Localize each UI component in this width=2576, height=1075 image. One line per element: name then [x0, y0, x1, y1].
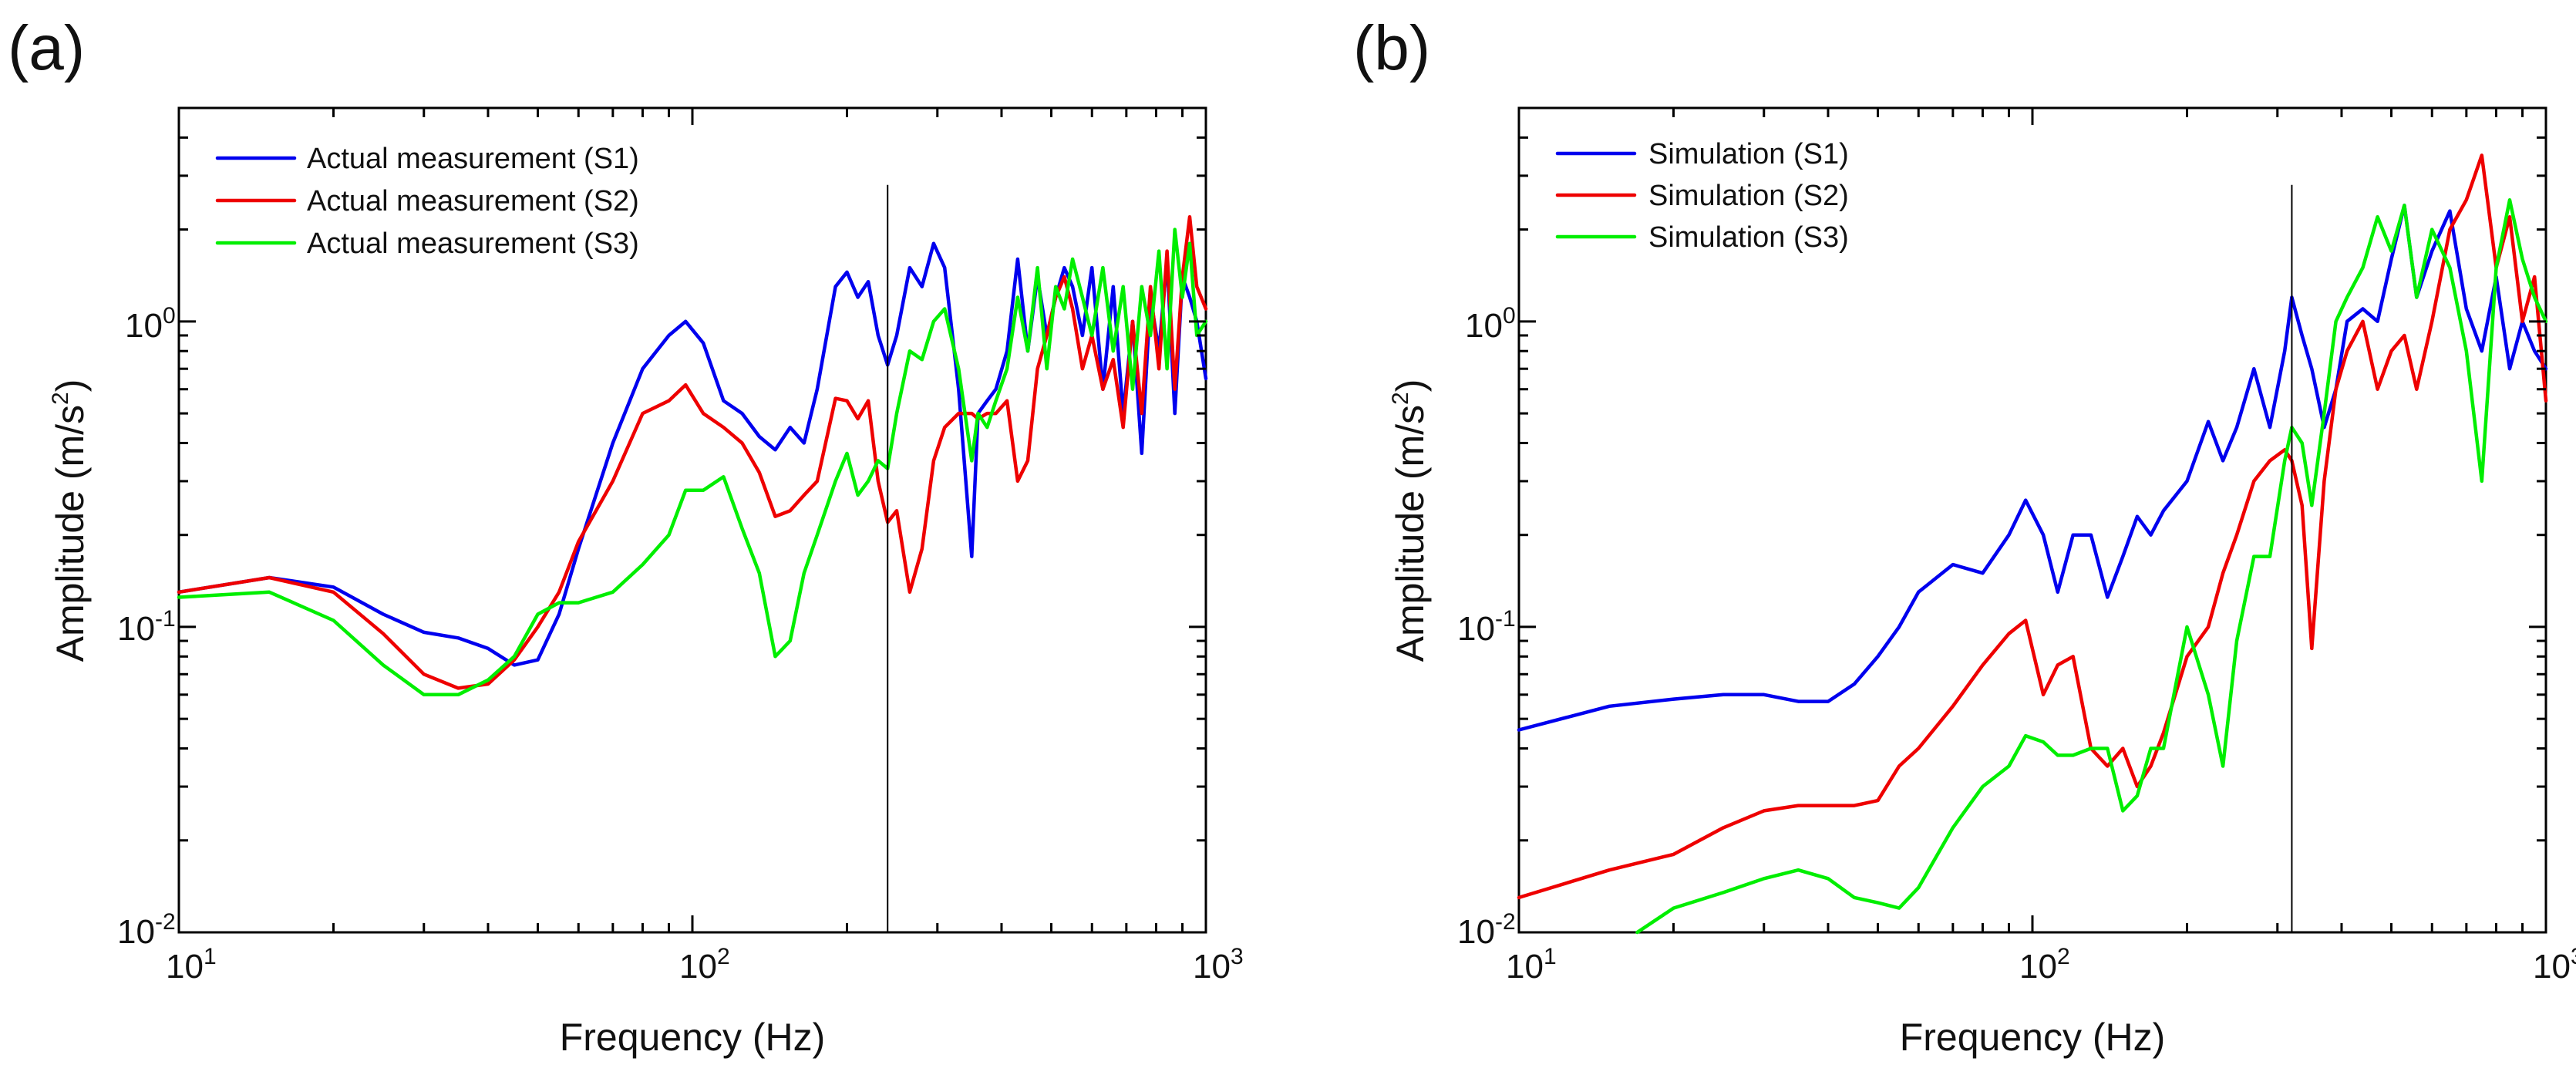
- panel-b-series-s1-line: [1517, 204, 2548, 732]
- panel-b-series-group: [1517, 153, 2548, 935]
- panel-b-y-tick-label-0.1: 10-1: [1457, 606, 1516, 648]
- panel-a-series-s2-line: [177, 214, 1208, 690]
- panel-b-x-tick-label-100: 102: [2019, 944, 2070, 986]
- panel-a-legend-label-s3: Actual measurement (S3): [307, 227, 639, 260]
- panel-b-ticks: [1517, 106, 2547, 934]
- panel-a-y-tick-label-0.01: 10-2: [117, 909, 176, 951]
- panel-a-legend-label-s2: Actual measurement (S2): [307, 185, 639, 217]
- panel-a-legend-label-s1: Actual measurement (S1): [307, 143, 639, 175]
- panel-b-legend-label-s2: Simulation (S2): [1648, 180, 1849, 212]
- panel-a-ticks: [177, 106, 1207, 934]
- panel-b-legend-label-s3: Simulation (S3): [1648, 221, 1849, 254]
- panel-b-y-tick-label-1: 100: [1465, 303, 1516, 345]
- panel-b-y-tick-label-0.01: 10-2: [1457, 909, 1516, 951]
- panel-b-x-tick-label-10: 101: [1506, 944, 1557, 986]
- panel-a-y-tick-label-1: 100: [125, 303, 176, 345]
- panel-a-y-axis-title: Amplitude (m/s2): [48, 379, 92, 662]
- panel-a-series-group: [177, 214, 1208, 697]
- panel-a: (a) 101 102 103 10-2 10-1 100 Frequency …: [8, 13, 1244, 1059]
- panel-b-series-s2-line: [1517, 153, 2548, 900]
- panel-b-x-axis-title: Frequency (Hz): [1900, 1016, 2166, 1059]
- panel-a-legend: Actual measurement (S1) Actual measureme…: [215, 143, 639, 260]
- panel-b-label: (b): [1353, 13, 1430, 83]
- panel-a-x-tick-label-10: 101: [166, 944, 217, 986]
- panel-a-x-tick-label-1000: 103: [1193, 944, 1244, 986]
- panel-a-x-tick-labels: 101 102 103: [166, 944, 1244, 986]
- panel-a-series-s3-line: [177, 227, 1208, 697]
- panel-b-x-tick-labels: 101 102 103: [1506, 944, 2576, 986]
- panel-a-x-axis-title: Frequency (Hz): [560, 1016, 826, 1059]
- panel-b-series-s3-line: [1635, 197, 2548, 935]
- panel-b: (b) 101 102 103 10-2 10-1 100 Frequency …: [1353, 13, 2576, 1059]
- panel-b-y-tick-labels: 10-2 10-1 100: [1457, 303, 1516, 951]
- panel-b-y-axis-title: Amplitude (m/s2): [1388, 379, 1432, 662]
- panel-a-y-tick-labels: 10-2 10-1 100: [117, 303, 176, 951]
- panel-a-x-tick-label-100: 102: [679, 944, 730, 986]
- panel-b-legend: Simulation (S1) Simulation (S2) Simulati…: [1555, 138, 1849, 254]
- panel-a-label: (a): [8, 13, 85, 83]
- panel-b-legend-label-s1: Simulation (S1): [1648, 138, 1849, 170]
- panel-b-x-tick-label-1000: 103: [2533, 944, 2576, 986]
- panel-a-y-tick-label-0.1: 10-1: [117, 606, 176, 648]
